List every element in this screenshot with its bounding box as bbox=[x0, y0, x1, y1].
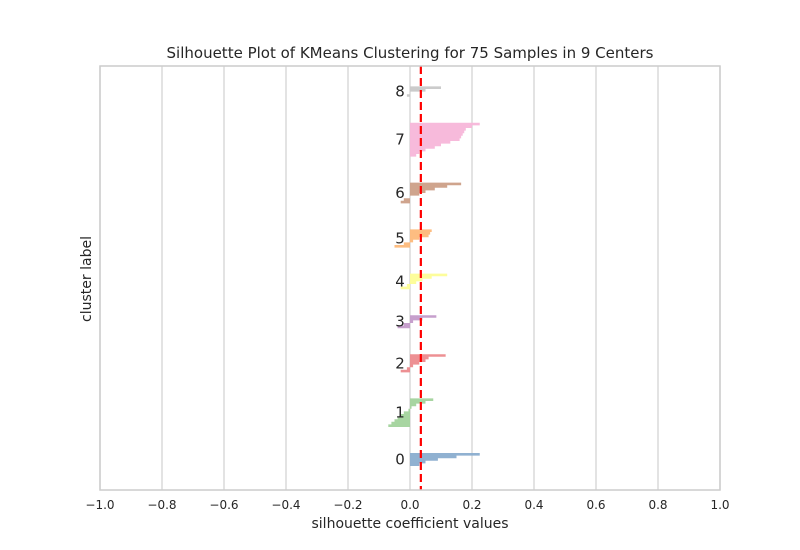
cluster-2-silhouette bbox=[400, 354, 446, 373]
chart-title: Silhouette Plot of KMeans Clustering for… bbox=[167, 44, 654, 62]
y-axis-label: cluster label bbox=[79, 236, 95, 322]
x-axis-label: silhouette coefficient values bbox=[312, 516, 509, 532]
cluster-3-label: 3 bbox=[395, 313, 405, 331]
cluster-3-silhouette bbox=[397, 315, 437, 329]
cluster-1-label: 1 bbox=[395, 404, 405, 422]
cluster-2-label: 2 bbox=[395, 354, 405, 372]
x-tick-label: −0.2 bbox=[333, 498, 362, 512]
x-tick-label: 0.6 bbox=[586, 498, 605, 512]
cluster-7-silhouette bbox=[410, 122, 480, 157]
cluster-7-label: 7 bbox=[395, 131, 405, 149]
x-tick-label: −0.6 bbox=[209, 498, 238, 512]
cluster-0-label: 0 bbox=[395, 451, 405, 469]
cluster-8-silhouette bbox=[406, 86, 441, 97]
cluster-5-label: 5 bbox=[395, 230, 405, 248]
x-tick-label: −1.0 bbox=[85, 498, 114, 512]
x-tick-label: −0.4 bbox=[271, 498, 300, 512]
cluster-0-silhouette bbox=[410, 453, 480, 466]
plot-area: −1.0 −0.8 −0.6 −0.4 −0.2 0.0 0.2 0.4 0.6 0.8 1.0 0 1… bbox=[85, 65, 730, 512]
axes-frame bbox=[99, 65, 721, 491]
cluster-4-silhouette bbox=[400, 273, 448, 290]
x-tick-label: −0.8 bbox=[147, 498, 176, 512]
cluster-8-label: 8 bbox=[395, 83, 405, 101]
x-tick-label: 1.0 bbox=[710, 498, 729, 512]
cluster-4-label: 4 bbox=[395, 272, 405, 290]
cluster-6-label: 6 bbox=[395, 184, 405, 202]
cluster-1-silhouette bbox=[388, 398, 434, 427]
cluster-6-silhouette bbox=[400, 182, 462, 204]
x-tick-label: 0.4 bbox=[524, 498, 543, 512]
x-tick-label: 0.2 bbox=[462, 498, 481, 512]
cluster-5-silhouette bbox=[394, 229, 432, 248]
x-tick-label: 0.0 bbox=[400, 498, 419, 512]
x-tick-label: 0.8 bbox=[648, 498, 667, 512]
